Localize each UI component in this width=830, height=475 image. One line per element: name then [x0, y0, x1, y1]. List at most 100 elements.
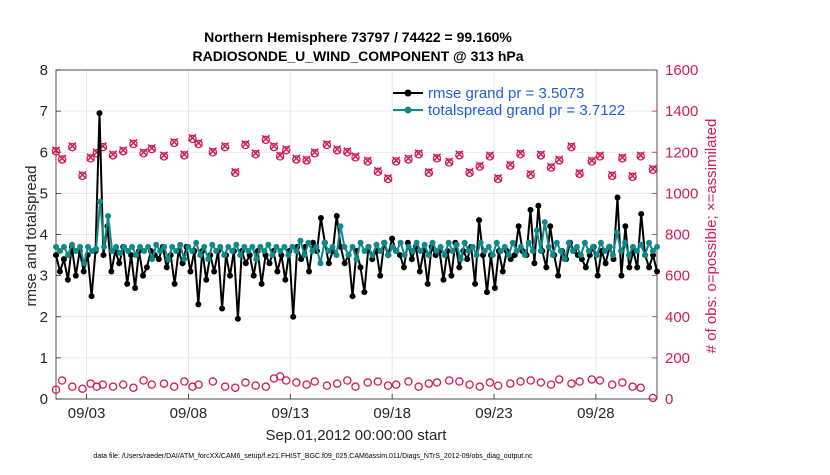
point-totalspread: [593, 252, 600, 259]
y-axis-right: 0 200 400 600 800 1000 1200 1400 1600: [652, 62, 698, 408]
obs-possible-point: [281, 145, 291, 155]
obs-possible-point: [241, 378, 250, 387]
obs-possible-point: [261, 382, 271, 391]
point-totalspread: [345, 252, 352, 259]
obs-possible-point: [455, 151, 464, 160]
obs-possible-point: [129, 383, 138, 392]
point-totalspread: [557, 247, 564, 254]
obs-possible-point: [546, 380, 556, 389]
point-totalspread: [649, 247, 656, 254]
obs-possible-point: [261, 135, 271, 145]
point-totalspread: [585, 247, 592, 254]
obs-possible-point: [310, 377, 319, 386]
obs-possible-point: [343, 376, 352, 385]
obs-possible-point: [575, 169, 584, 179]
y-tick-label: 0: [40, 391, 48, 408]
obs-assimilated-point: [414, 149, 423, 158]
point-rmse: [622, 223, 629, 230]
obs-assimilated-point: [231, 167, 240, 176]
obs-possible-point: [159, 152, 169, 161]
obs-possible-point: [391, 157, 401, 166]
point-totalspread: [417, 247, 424, 254]
point-rmse: [203, 276, 210, 283]
obs-possible-point: [269, 142, 279, 152]
point-rmse: [274, 268, 281, 275]
point-totalspread: [473, 252, 480, 259]
point-totalspread: [245, 247, 252, 254]
obs-possible-point: [618, 378, 627, 387]
point-totalspread: [161, 243, 168, 250]
obs-possible-point: [432, 378, 442, 387]
point-rmse: [389, 235, 396, 242]
obs-possible-point: [373, 167, 383, 177]
point-rmse: [128, 252, 135, 259]
point-totalspread: [277, 247, 284, 254]
point-totalspread: [173, 247, 180, 254]
y-tick-label: 2: [40, 309, 48, 326]
point-totalspread: [613, 229, 620, 236]
point-rmse: [100, 252, 107, 259]
obs-possible-point: [180, 151, 189, 160]
obs-possible-point: [536, 151, 546, 160]
obs-assimilated-point: [636, 151, 645, 160]
obs-possible-point: [322, 381, 332, 390]
point-rmse: [333, 212, 340, 219]
point-rmse: [626, 264, 633, 271]
obs-possible-point: [292, 155, 301, 164]
obs-possible-point: [208, 377, 218, 386]
point-rmse: [499, 268, 506, 275]
point-rmse: [306, 268, 313, 275]
obs-possible-point: [363, 378, 372, 387]
y-right-tick-label: 1600: [665, 62, 698, 79]
point-totalspread: [261, 247, 268, 254]
obs-possible-point: [51, 146, 61, 156]
point-rmse: [448, 272, 455, 279]
point-rmse: [618, 272, 625, 279]
obs-possible-point: [618, 154, 627, 163]
obs-possible-point: [554, 375, 564, 384]
obs-possible-point: [554, 156, 564, 165]
obs-possible-point: [493, 174, 503, 184]
point-totalspread: [149, 256, 156, 263]
legend-rmse: rmse grand pr = 3.5073: [428, 85, 584, 102]
obs-possible-point: [251, 381, 260, 390]
legend-totalspread: totalspread grand pr = 3.7122: [428, 102, 625, 119]
obs-possible-point: [587, 157, 597, 166]
point-totalspread: [633, 247, 640, 254]
point-rmse: [317, 215, 324, 222]
obs-possible-point: [526, 170, 535, 180]
point-totalspread: [265, 241, 272, 248]
obs-possible-point: [383, 381, 393, 390]
point-totalspread: [165, 256, 172, 263]
point-rmse: [602, 260, 609, 267]
point-totalspread: [441, 252, 448, 259]
obs-assimilated-point: [536, 150, 546, 159]
y-tick-label: 3: [40, 268, 48, 285]
point-totalspread: [381, 239, 388, 246]
obs-assimilated-point: [78, 170, 87, 179]
point-totalspread: [485, 243, 492, 250]
point-totalspread: [313, 243, 320, 250]
obs-assimilated-point: [648, 164, 658, 173]
point-totalspread: [229, 247, 236, 254]
obs-possible-point: [526, 376, 535, 385]
obs-possible-point: [607, 380, 617, 389]
obs-possible-point: [343, 147, 352, 157]
point-rmse: [108, 268, 115, 275]
point-totalspread: [617, 247, 624, 254]
point-totalspread: [357, 239, 364, 246]
obs-possible-point: [118, 380, 128, 389]
point-totalspread: [553, 239, 560, 246]
obs-assimilated-point: [220, 141, 230, 151]
obs-possible-point: [414, 150, 423, 159]
point-totalspread: [225, 243, 232, 250]
obs-possible-point: [332, 379, 342, 388]
point-totalspread: [185, 243, 192, 250]
point-rmse: [211, 268, 218, 275]
obs-assimilated-point: [546, 162, 556, 171]
point-totalspread: [217, 243, 224, 250]
point-totalspread: [157, 247, 164, 254]
point-totalspread: [509, 239, 516, 246]
obs-possible-point: [363, 157, 372, 166]
